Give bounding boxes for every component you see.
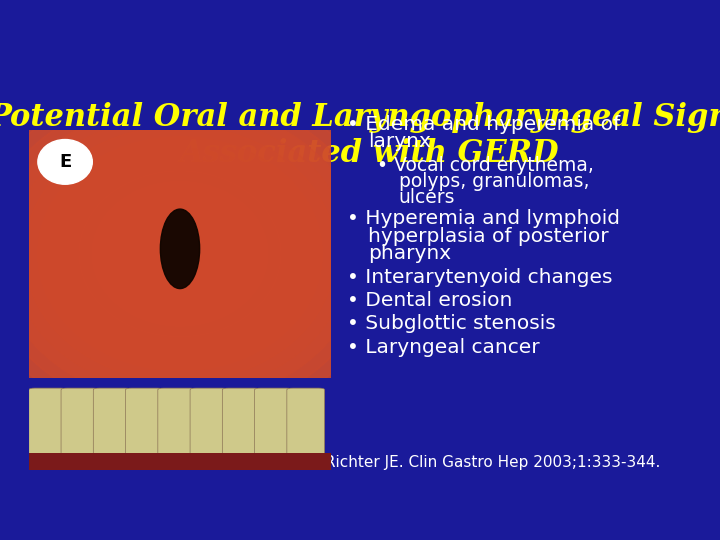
Bar xyxy=(29,453,331,470)
Circle shape xyxy=(92,182,268,326)
Text: • Interarytenyoid changes: • Interarytenyoid changes xyxy=(347,268,612,287)
Circle shape xyxy=(161,238,199,270)
FancyBboxPatch shape xyxy=(125,388,163,458)
Text: polyps, granulomas,: polyps, granulomas, xyxy=(399,172,589,191)
Text: • Subglottic stenosis: • Subglottic stenosis xyxy=(347,314,555,333)
FancyBboxPatch shape xyxy=(29,388,66,458)
Text: pharynx: pharynx xyxy=(368,245,451,264)
Circle shape xyxy=(0,92,377,415)
FancyBboxPatch shape xyxy=(61,388,99,458)
Circle shape xyxy=(147,226,213,281)
Circle shape xyxy=(0,81,390,427)
Circle shape xyxy=(0,48,431,460)
Text: • Vocal cord erythema,: • Vocal cord erythema, xyxy=(377,156,594,175)
Circle shape xyxy=(0,59,418,449)
Circle shape xyxy=(65,159,295,348)
FancyBboxPatch shape xyxy=(94,388,131,458)
Circle shape xyxy=(11,114,349,393)
Circle shape xyxy=(0,70,404,437)
Circle shape xyxy=(0,104,363,404)
Text: • Edema and hyperemia of: • Edema and hyperemia of xyxy=(347,114,620,134)
Circle shape xyxy=(174,249,186,259)
Circle shape xyxy=(38,139,92,184)
Circle shape xyxy=(52,148,308,360)
Text: larynx: larynx xyxy=(368,132,431,151)
Circle shape xyxy=(24,126,336,382)
Text: E: E xyxy=(59,153,71,171)
FancyBboxPatch shape xyxy=(190,388,228,458)
Circle shape xyxy=(120,204,240,303)
Text: hyperplasia of posterior: hyperplasia of posterior xyxy=(368,227,608,246)
Circle shape xyxy=(133,215,227,292)
Circle shape xyxy=(78,171,282,337)
Text: • Laryngeal cancer: • Laryngeal cancer xyxy=(347,338,539,357)
FancyBboxPatch shape xyxy=(255,388,292,458)
Circle shape xyxy=(106,193,254,315)
Circle shape xyxy=(0,37,444,471)
Text: ulcers: ulcers xyxy=(399,188,455,207)
Text: • Dental erosion: • Dental erosion xyxy=(347,291,512,310)
FancyBboxPatch shape xyxy=(287,388,325,458)
Ellipse shape xyxy=(161,209,199,288)
Text: • Hyperemia and lymphoid: • Hyperemia and lymphoid xyxy=(347,209,620,228)
FancyBboxPatch shape xyxy=(222,388,260,458)
Text: Vaezi MF, Hicks DM, Abelson TI, Richter JE. Clin Gastro Hep 2003;1:333-344.: Vaezi MF, Hicks DM, Abelson TI, Richter … xyxy=(78,455,660,470)
Circle shape xyxy=(38,137,322,370)
Text: Potential Oral and Laryngopharyngeal Signs
Associated with GERD: Potential Oral and Laryngopharyngeal Sig… xyxy=(0,102,720,169)
FancyBboxPatch shape xyxy=(158,388,196,458)
